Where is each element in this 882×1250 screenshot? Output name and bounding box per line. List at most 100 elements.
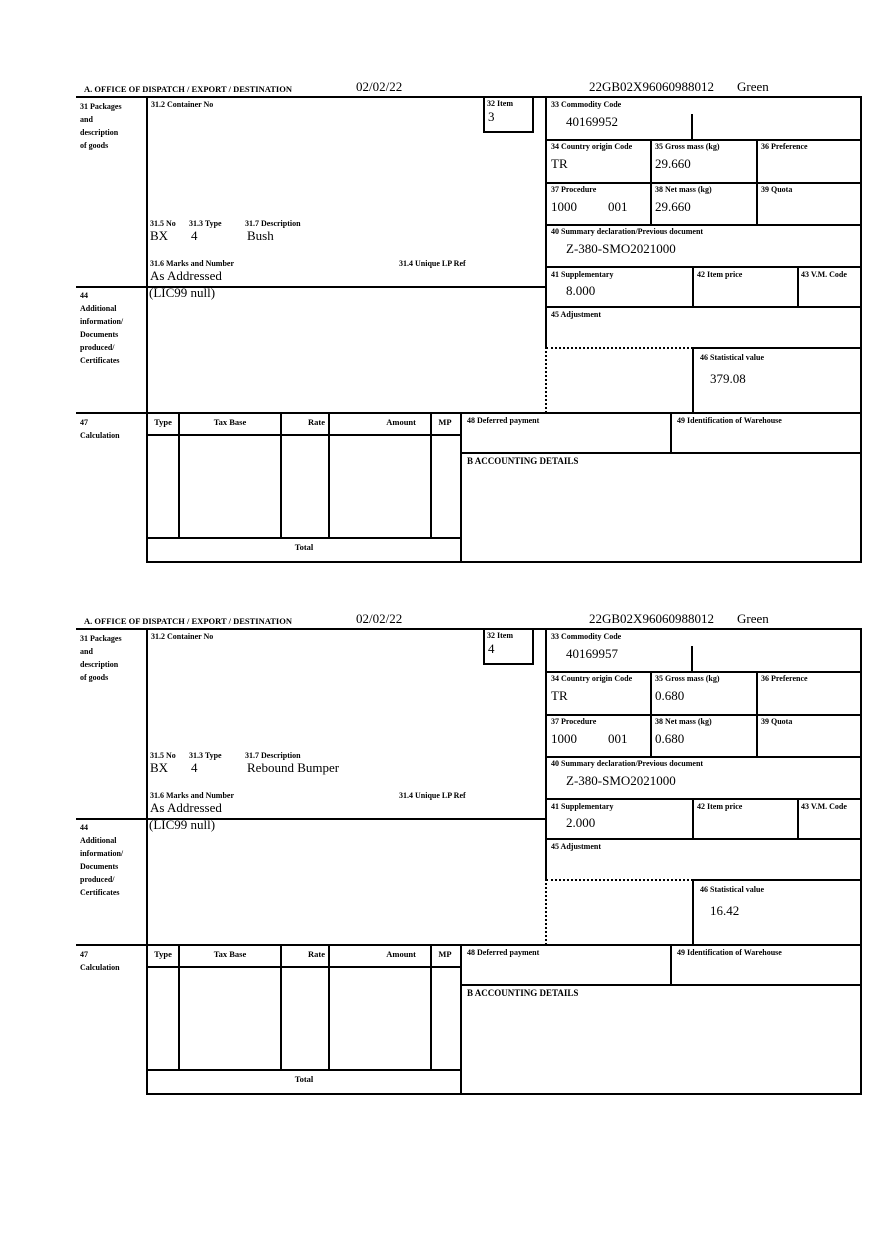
box41-row-bottom-border <box>545 838 862 840</box>
commodity-code-value: 40169952 <box>566 114 618 129</box>
box41-row-bottom-border <box>545 306 862 308</box>
box37-label: 37 Procedure <box>551 717 597 726</box>
box35-36-divider <box>756 671 758 758</box>
commodity-code-value: 40169957 <box>566 646 618 661</box>
box31-label: 31 Packages and description of goods <box>80 102 122 150</box>
table-header-amount: Amount <box>386 949 416 959</box>
package-no-value: BX <box>150 228 169 243</box>
form-right-border <box>860 628 862 1095</box>
amount-column-divider <box>430 944 432 1070</box>
routing-status: Green <box>737 79 769 94</box>
box31-3-label: 31.3 Type <box>189 751 222 760</box>
dispatch-date: 02/02/22 <box>356 611 403 626</box>
total-row-top-border <box>146 1069 462 1071</box>
table-right-border <box>460 412 462 563</box>
commodity-code-subdivider <box>691 646 693 672</box>
box37-row-bottom-border <box>545 224 862 226</box>
box31-3-label: 31.3 Type <box>189 219 222 228</box>
amount-column-divider <box>430 412 432 538</box>
summary-declaration-value: Z-380-SMO2021000 <box>566 773 676 788</box>
box31-5-label: 31.5 No <box>150 751 176 760</box>
box33-bottom-border <box>545 671 862 673</box>
box48-label: 48 Deferred payment <box>467 416 540 425</box>
dispatch-date: 02/02/22 <box>356 79 403 94</box>
country-origin-value: TR <box>551 156 568 171</box>
total-row-top-border <box>146 537 462 539</box>
box32-label: 32 Item <box>487 631 513 640</box>
table-header-type: Type <box>154 417 172 427</box>
box43-label: 43 V.M. Code <box>801 802 847 811</box>
box43-label: 43 V.M. Code <box>801 270 847 279</box>
box46-top-border <box>692 879 862 881</box>
office-of-dispatch-header: A. OFFICE OF DISPATCH / EXPORT / DESTINA… <box>84 84 292 94</box>
box34-label: 34 Country origin Code <box>551 674 633 683</box>
box31-4-label: 31.4 Unique LP Ref <box>399 259 466 268</box>
box46-top-border <box>692 347 862 349</box>
box34-label: 34 Country origin Code <box>551 142 633 151</box>
procedure-value: 1000 <box>551 199 577 214</box>
country-origin-value: TR <box>551 688 568 703</box>
box35-label: 35 Gross mass (kg) <box>655 142 720 151</box>
marks-value: As Addressed <box>150 800 222 815</box>
procedure-value: 1000 <box>551 731 577 746</box>
box44-label: 44 Additional information/ Documents pro… <box>80 823 124 897</box>
box42-label: 42 Item price <box>697 802 743 811</box>
table-header-mp: MP <box>438 417 452 427</box>
package-type-value: 4 <box>191 228 198 243</box>
box41-42-divider <box>692 266 694 308</box>
box42-43-divider <box>797 266 799 308</box>
table-header-bottom-border <box>146 434 462 436</box>
box48-49-divider <box>670 944 672 986</box>
supplementary-value: 8.000 <box>566 283 596 298</box>
taxbase-column-divider <box>280 944 282 1070</box>
box36-label: 36 Preference <box>761 674 808 683</box>
box46-label: 46 Statistical value <box>700 885 764 894</box>
right-block-left-border <box>545 96 547 349</box>
table-header-amount: Amount <box>386 417 416 427</box>
box33-label: 33 Commodity Code <box>551 632 622 641</box>
box32-label: 32 Item <box>487 99 513 108</box>
box33-label: 33 Commodity Code <box>551 100 622 109</box>
box31-7-label: 31.7 Description <box>245 751 301 760</box>
declaration-copy-item-4: A. OFFICE OF DISPATCH / EXPORT / DESTINA… <box>0 612 882 1122</box>
box41-42-divider <box>692 798 694 840</box>
type-column-divider <box>178 944 180 1070</box>
table-header-mp: MP <box>438 949 452 959</box>
taxbase-column-divider <box>280 412 282 538</box>
box33-bottom-border <box>545 139 862 141</box>
box49-label: 49 Identification of Warehouse <box>677 948 782 957</box>
supplementary-value: 2.000 <box>566 815 596 830</box>
box48-49-divider <box>670 412 672 454</box>
right-block-left-border <box>545 628 547 881</box>
box45-label: 45 Adjustment <box>551 310 602 319</box>
procedure-ext-value: 001 <box>608 731 628 746</box>
box35-36-divider <box>756 139 758 226</box>
table-header-rate: Rate <box>308 417 325 427</box>
gross-mass-value: 0.680 <box>655 688 685 703</box>
statistical-value: 379.08 <box>710 371 746 386</box>
table-header-tax-base: Tax Base <box>213 949 247 959</box>
table-header-type: Type <box>154 949 172 959</box>
box40-bottom-border <box>545 798 862 800</box>
box32-item-box <box>483 96 534 133</box>
marks-value: As Addressed <box>150 268 222 283</box>
type-column-divider <box>178 412 180 538</box>
item-number-value: 4 <box>488 641 495 656</box>
box31-6-label: 31.6 Marks and Number <box>150 791 235 800</box>
declaration-reference: 22GB02X96060988012 <box>589 611 714 626</box>
additional-info-value: (LIC99 null) <box>149 817 216 832</box>
box40-label: 40 Summary declaration/Previous document <box>551 759 704 768</box>
box40-label: 40 Summary declaration/Previous document <box>551 227 704 236</box>
routing-status: Green <box>737 611 769 626</box>
box37-label: 37 Procedure <box>551 185 597 194</box>
declaration-copy-item-3: A. OFFICE OF DISPATCH / EXPORT / DESTINA… <box>0 80 882 590</box>
box48-49-bottom-border <box>462 452 862 454</box>
form-top-border <box>76 96 862 98</box>
additional-info-value: (LIC99 null) <box>149 285 216 300</box>
box31-2-label: 31.2 Container No <box>151 632 214 641</box>
table-total-label: Total <box>294 542 314 552</box>
gross-mass-value: 29.660 <box>655 156 691 171</box>
box47-label: 47 Calculation <box>80 950 120 972</box>
accounting-details-label: B ACCOUNTING DETAILS <box>467 456 579 466</box>
